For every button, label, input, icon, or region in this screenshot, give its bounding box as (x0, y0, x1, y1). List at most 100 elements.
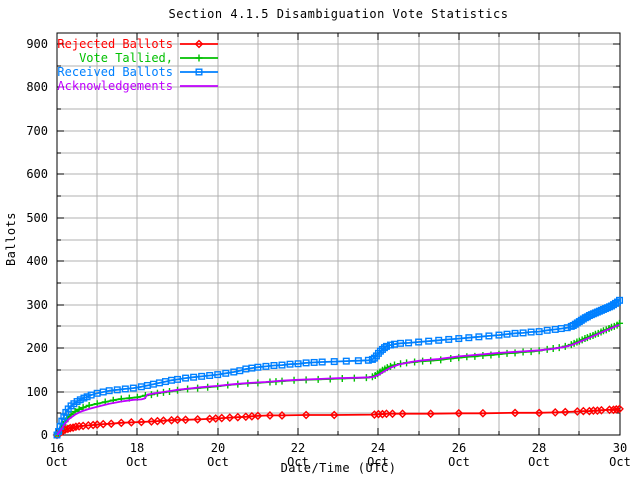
axis-ticks (56, 33, 621, 435)
rejected-ballots-diamond-marker (106, 419, 116, 429)
rejected-ballots-diamond-marker (584, 406, 594, 416)
received-ballots-square-marker (485, 332, 493, 340)
received-ballots-square-marker (254, 363, 262, 371)
rejected-ballots-diamond-marker (71, 422, 81, 432)
received-ballots-square-marker (206, 371, 214, 379)
rejected-ballots-diamond-marker (370, 410, 379, 419)
x-tick-label-month: Oct (126, 455, 148, 469)
x-tick-label-month: Oct (528, 455, 550, 469)
rejected-ballots-diamond-marker (426, 409, 436, 419)
rejected-ballots-diamond-marker (173, 415, 182, 425)
received-ballots-square-marker (342, 357, 350, 365)
rejected-ballots-diamond-marker (88, 420, 98, 430)
received-ballots-square-marker (330, 358, 338, 366)
rejected-ballots-diamond-marker (116, 418, 126, 428)
rejected-ballots-diamond-marker (589, 406, 598, 416)
received-ballots-square-marker (405, 339, 413, 347)
legend-label-vote-tallied: Vote Tallied, (79, 51, 173, 65)
y-tick-label: 700 (26, 124, 48, 138)
x-tick-label-day: 30 (613, 441, 627, 455)
tick-labels: 010020030040050060070080090016Oct18Oct20… (26, 37, 631, 469)
received-ballots-square-marker (270, 361, 278, 369)
received-ballots-square-marker (397, 339, 405, 347)
received-ballots-square-marker (214, 371, 222, 379)
x-tick-label-month: Oct (609, 455, 631, 469)
x-tick-label-day: 28 (532, 441, 546, 455)
rejected-ballots-diamond-marker (534, 408, 544, 418)
y-tick-label: 500 (26, 211, 48, 225)
received-ballots-square-marker (318, 358, 326, 366)
received-ballots-square-marker (415, 338, 423, 346)
vote-tallied-plus-marker (495, 350, 503, 358)
rejected-ballots-diamond-marker (233, 412, 243, 422)
rejected-ballots-diamond-marker (217, 413, 227, 423)
vote-tallied-plus-marker (85, 401, 93, 409)
chart-title: Section 4.1.5 Disambiguation Vote Statis… (168, 7, 509, 21)
y-tick-label: 400 (26, 254, 48, 268)
received-ballots-square-marker (182, 374, 190, 382)
received-ballots-square-marker (503, 330, 511, 338)
rejected-ballots-diamond-marker (611, 404, 621, 414)
rejected-ballots-diamond-marker (98, 419, 108, 429)
received-ballots-square-marker (616, 296, 624, 304)
rejected-ballots-diamond-marker (159, 416, 168, 426)
received-ballots-square-marker (121, 385, 129, 393)
received-ballots-square-marker (60, 413, 68, 421)
received-ballots-square-marker (222, 369, 230, 377)
x-tick-label-month: Oct (448, 455, 470, 469)
rejected-ballots-diamond-marker (181, 415, 190, 425)
received-ballots-square-marker (105, 387, 113, 395)
received-ballots-square-marker (425, 337, 433, 345)
received-ballots-square-marker (354, 357, 362, 365)
rejected-ballots-diamond-marker (454, 408, 464, 418)
y-tick-label: 100 (26, 385, 48, 399)
rejected-ballots-diamond-marker (126, 418, 136, 427)
x-tick-label-month: Oct (287, 455, 309, 469)
received-ballots-square-marker (278, 361, 286, 369)
received-ballots-square-marker (294, 360, 302, 368)
received-ballots-square-marker (386, 341, 394, 349)
rejected-ballots-diamond-marker (560, 407, 570, 417)
legend-label-acknowledgements: Acknowledgements (57, 79, 173, 93)
y-tick-label: 600 (26, 167, 48, 181)
received-ballots-square-marker (527, 328, 535, 336)
received-ballots-square-marker (455, 335, 463, 343)
rejected-ballots-diamond-marker (78, 421, 88, 431)
rejected-ballots-diamond-marker (374, 409, 383, 419)
received-ballots-square-marker (535, 328, 543, 336)
received-ballots-square-marker (435, 336, 443, 344)
rejected-ballots-diamond-marker (225, 413, 235, 423)
vote-tallied-plus-marker (463, 353, 471, 361)
y-tick-label: 900 (26, 37, 48, 51)
y-tick-label: 800 (26, 80, 48, 94)
x-tick-label-day: 24 (371, 441, 385, 455)
received-ballots-square-marker (543, 326, 551, 334)
received-ballots-square-marker (174, 375, 182, 383)
received-ballots-square-marker (262, 362, 270, 370)
rejected-ballots-diamond-marker (193, 414, 203, 424)
vote-tallied-plus-marker (471, 352, 479, 360)
vote-tallied-plus-marker (455, 354, 463, 362)
rejected-ballots-diamond-marker (83, 421, 93, 430)
legend-rejected-ballots-diamond-marker (194, 39, 204, 49)
received-ballots-square-marker (614, 298, 622, 306)
rejected-ballots-diamond-marker (136, 417, 146, 427)
series-acknowledgements (56, 323, 620, 436)
received-ballots-square-marker (129, 384, 137, 392)
vote-tallied-plus-marker (616, 319, 624, 327)
received-ballots-square-marker (465, 334, 473, 342)
rejected-ballots-diamond-marker (593, 406, 602, 416)
rejected-ballots-diamond-marker (478, 408, 488, 418)
rejected-ballots-diamond-marker (265, 411, 275, 420)
received-ballots-square-marker (495, 331, 503, 339)
rejected-ballots-diamond-marker (388, 409, 397, 419)
x-tick-label-day: 26 (452, 441, 466, 455)
rejected-ballots-diamond-marker (277, 411, 287, 420)
x-tick-label-day: 22 (291, 441, 305, 455)
y-tick-label: 200 (26, 341, 48, 355)
rejected-ballots-diamond-marker (378, 409, 387, 419)
x-tick-label-day: 16 (50, 441, 64, 455)
series-line-acknowledgements (56, 323, 620, 436)
